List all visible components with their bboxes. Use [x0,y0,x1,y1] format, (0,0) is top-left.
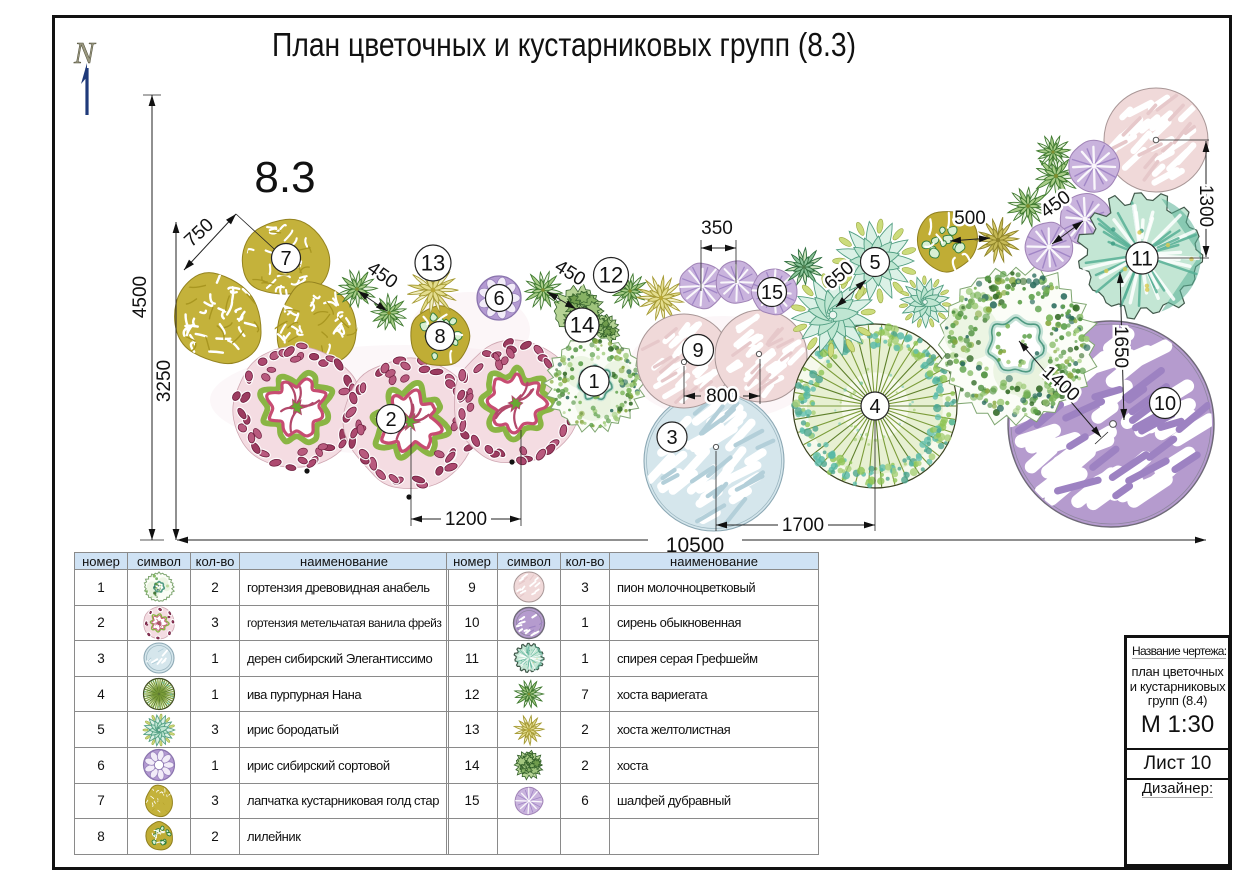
svg-text:1: 1 [588,371,599,393]
svg-text:7: 7 [280,248,291,270]
svg-text:10: 10 [1154,393,1176,415]
svg-text:800: 800 [706,386,738,407]
svg-text:4500: 4500 [130,276,151,318]
svg-text:1650: 1650 [1110,326,1131,368]
svg-text:500: 500 [954,208,986,229]
svg-text:1200: 1200 [445,509,487,530]
svg-text:11: 11 [1131,247,1153,270]
svg-text:10500: 10500 [666,534,724,557]
svg-text:N: N [73,35,97,70]
svg-text:1300: 1300 [1195,185,1216,227]
svg-text:13: 13 [421,251,445,276]
svg-text:4: 4 [869,396,880,418]
svg-text:1700: 1700 [782,515,824,536]
svg-text:2: 2 [385,409,396,431]
svg-text:3250: 3250 [154,360,175,402]
svg-text:12: 12 [599,263,623,288]
svg-text:8.3: 8.3 [254,153,315,202]
svg-text:350: 350 [701,218,733,239]
svg-text:План цветочных и кустарниковых: План цветочных и кустарниковых групп (8.… [272,26,856,63]
svg-text:5: 5 [869,252,880,274]
svg-text:9: 9 [692,340,703,362]
svg-text:15: 15 [761,282,783,304]
svg-text:14: 14 [570,313,594,338]
svg-text:8: 8 [434,326,445,348]
svg-text:6: 6 [493,288,504,310]
svg-text:3: 3 [666,427,677,449]
